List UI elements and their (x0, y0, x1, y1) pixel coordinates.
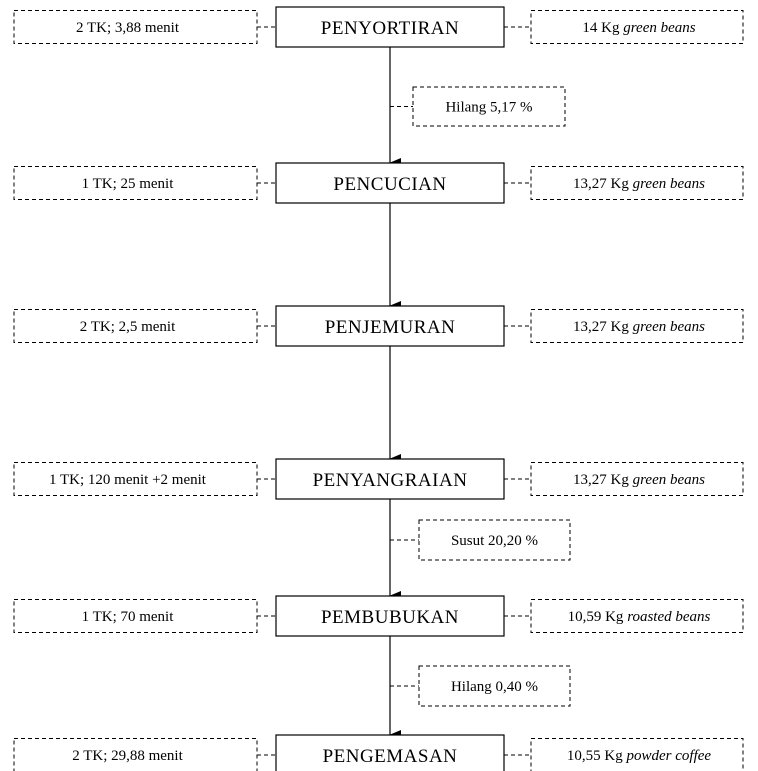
washing-process-box (275, 162, 505, 204)
drying-output-material: green beans (633, 319, 706, 335)
sorting-output-box (530, 10, 744, 44)
packaging-process-label: PENGEMASAN (323, 746, 458, 767)
roasting-labor-text: 1 TK; 120 menit +2 menit (49, 472, 207, 488)
drying-labor-text: 2 TK; 2,5 menit (80, 319, 176, 335)
packaging-output-box (530, 738, 744, 771)
washing-labor-box (13, 166, 258, 200)
washing-output-box (530, 166, 744, 200)
drying-process-label: PENJEMURAN (325, 317, 456, 338)
drying-process-box (275, 305, 505, 347)
sorting-labor-text: 2 TK; 3,88 menit (76, 20, 180, 36)
sorting-process-label: PENYORTIRAN (321, 18, 459, 39)
loss-note-2-text: Susut 20,20 % (451, 533, 538, 549)
loss-note-1-box (412, 86, 566, 127)
loss-note-3-text: Hilang 0,40 % (451, 679, 538, 695)
grinding-labor-box (13, 599, 258, 633)
packaging-output-text: 10,55 Kg powder coffee (567, 748, 711, 764)
packaging-labor-text: 2 TK; 29,88 menit (72, 748, 183, 764)
sorting-process-box (275, 6, 505, 48)
washing-process-label: PENCUCIAN (333, 174, 446, 195)
packaging-output-material: powder coffee (626, 748, 712, 764)
sorting-labor-box (13, 10, 258, 44)
loss-note-3-box (418, 665, 571, 707)
sorting-output-material: green beans (623, 20, 696, 36)
packaging-process-box (275, 734, 505, 771)
drying-labor-box (13, 309, 258, 343)
washing-output-text: 13,27 Kg green beans (573, 176, 705, 192)
grinding-process-label: PEMBUBUKAN (321, 607, 459, 628)
grinding-output-box (530, 599, 744, 633)
roasting-process-box (275, 458, 505, 500)
roasting-output-text: 13,27 Kg green beans (573, 472, 705, 488)
grinding-output-material: roasted beans (627, 609, 710, 625)
grinding-output-amount: 10,59 Kg (568, 609, 628, 625)
roasting-output-box (530, 462, 744, 496)
sorting-output-amount: 14 Kg (582, 20, 623, 36)
roasting-output-amount: 13,27 Kg (573, 472, 633, 488)
grinding-output-text: 10,59 Kg roasted beans (568, 609, 711, 625)
packaging-output-amount: 10,55 Kg (567, 748, 627, 764)
washing-output-amount: 13,27 Kg (573, 176, 633, 192)
grinding-labor-text: 1 TK; 70 menit (82, 609, 175, 625)
drying-output-box (530, 309, 744, 343)
drying-output-amount: 13,27 Kg (573, 319, 633, 335)
roasting-process-label: PENYANGRAIAN (313, 470, 468, 491)
packaging-labor-box (13, 738, 258, 771)
roasting-output-material: green beans (633, 472, 706, 488)
loss-note-1-text: Hilang 5,17 % (445, 100, 532, 116)
drying-output-text: 13,27 Kg green beans (573, 319, 705, 335)
washing-output-material: green beans (633, 176, 706, 192)
grinding-process-box (275, 595, 505, 637)
sorting-output-text: 14 Kg green beans (582, 20, 695, 36)
roasting-labor-box (13, 462, 258, 496)
washing-labor-text: 1 TK; 25 menit (82, 176, 175, 192)
loss-note-2-box (418, 519, 571, 561)
